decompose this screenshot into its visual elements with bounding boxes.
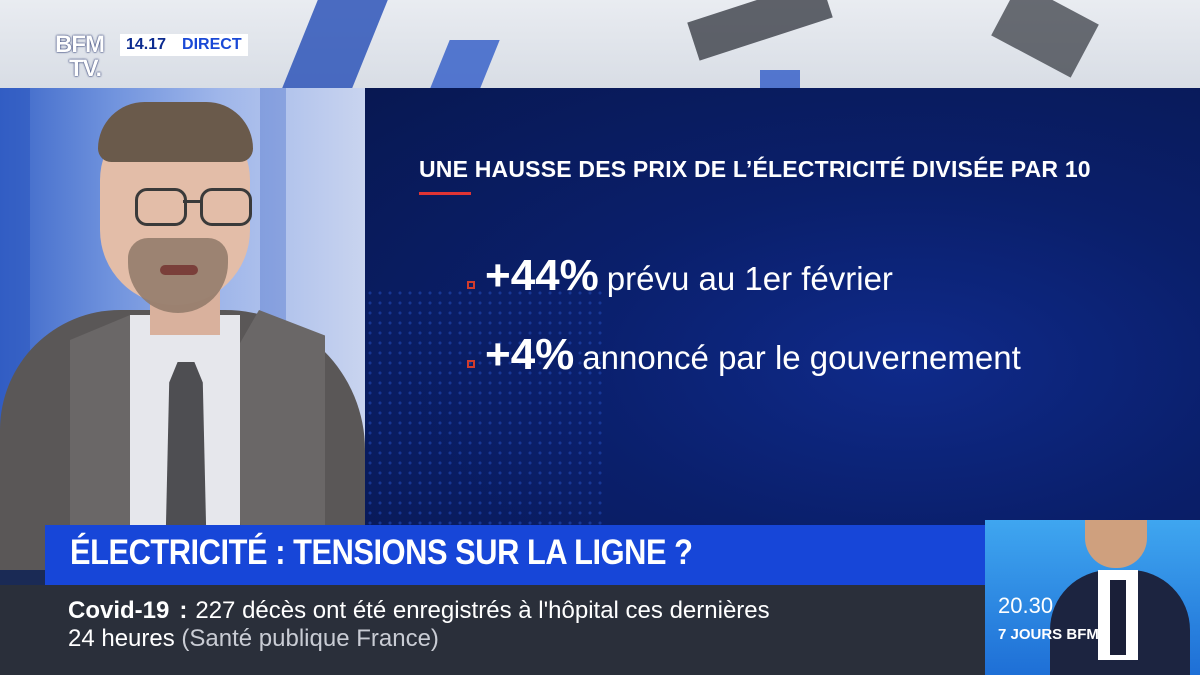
host-tie — [1110, 580, 1126, 655]
clock-time: 14.17 — [126, 36, 167, 53]
stat-text: prévu au 1er février — [606, 260, 893, 297]
glasses-icon — [200, 188, 252, 226]
live-label: DIRECT — [182, 36, 242, 53]
stat-value: +4% — [485, 330, 575, 379]
glasses-bridge — [183, 200, 201, 203]
host-portrait — [1040, 520, 1190, 675]
studio-decor-shape — [760, 70, 800, 88]
presenter — [0, 100, 365, 570]
logo-line-1: BFM — [55, 31, 105, 58]
logo-line-2: TV. — [69, 55, 102, 82]
square-bullet-icon — [467, 281, 475, 289]
square-bullet-icon — [467, 360, 475, 368]
news-ticker — [0, 585, 985, 675]
ticker-source: (Santé publique France) — [181, 625, 439, 652]
infographic-title: UNE HAUSSE DES PRIX DE L’ÉLECTRICITÉ DIV… — [419, 156, 1091, 182]
stat-item: +44% prévu au 1er février — [467, 251, 893, 301]
stat-text: annoncé par le gouvernement — [582, 339, 1021, 376]
live-indicator: 14.17 DIRECT — [120, 34, 248, 56]
infographic-panel: UNE HAUSSE DES PRIX DE L’ÉLECTRICITÉ DIV… — [365, 88, 1200, 548]
title-underline — [419, 192, 471, 195]
studio-decor-shape — [687, 0, 833, 61]
presenter-hair — [98, 102, 253, 162]
dot-pattern — [365, 288, 605, 548]
ticker-line-2: 24 heures (Santé publique France) — [68, 625, 439, 653]
studio-decor-shape — [991, 0, 1099, 78]
studio-decor-shape — [430, 40, 500, 88]
headline-banner — [45, 525, 985, 585]
ticker-line-1: Covid-19:227 décès ont été enregistrés à… — [68, 597, 770, 625]
ticker-text-continued: 24 heures — [68, 625, 175, 652]
studio-decor-shape — [282, 0, 388, 88]
channel-logo: BFM TV. — [55, 33, 117, 85]
headline-text: ÉLECTRICITÉ : TENSIONS SUR LA LIGNE ? — [70, 533, 693, 572]
stat-item: +4% annoncé par le gouvernement — [467, 330, 1021, 380]
program-promo: 20.30 7 JOURS BFM — [985, 520, 1200, 675]
promo-show-title: 7 JOURS BFM — [998, 626, 1099, 643]
presenter-mouth — [160, 265, 198, 275]
ticker-text: 227 décès ont été enregistrés à l'hôpita… — [195, 597, 770, 624]
promo-time: 20.30 — [998, 593, 1054, 618]
glasses-icon — [135, 188, 187, 226]
ticker-separator: : — [179, 597, 188, 624]
ticker-tag: Covid-19 — [68, 597, 170, 624]
host-head — [1085, 520, 1147, 568]
stat-value: +44% — [485, 251, 599, 300]
